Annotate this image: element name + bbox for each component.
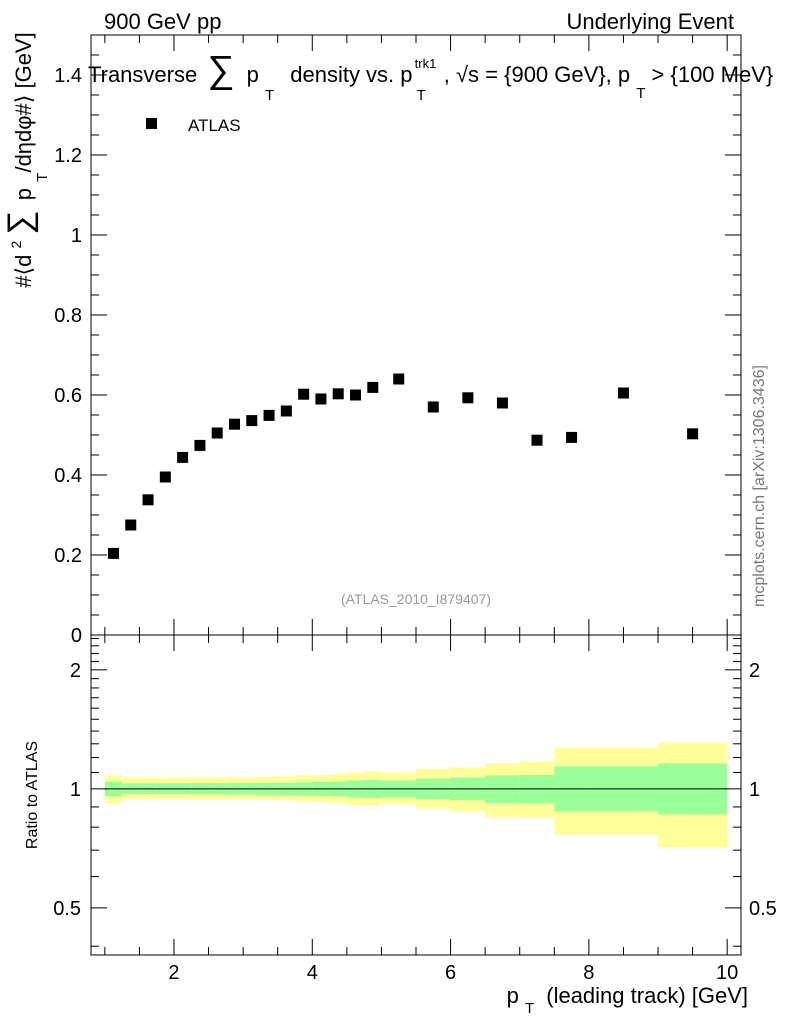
data-point: [332, 388, 344, 400]
data-point: [211, 427, 223, 439]
x-tick-label: 6: [445, 962, 456, 984]
x-tick-label: 2: [168, 962, 179, 984]
x-label-subT: T: [525, 1000, 534, 1017]
title-sup-trk1: trk1: [415, 56, 437, 71]
data-point: [349, 389, 361, 401]
main-y-tick-label: 0: [71, 625, 82, 647]
ratio-y-ticks: 0.5 0.5 1 1 2 2: [53, 638, 777, 947]
y-label-sup2: 2: [8, 241, 24, 249]
ratio-y-tick-label-right: 1: [749, 779, 760, 801]
atlas-points: [107, 373, 699, 559]
data-point: [194, 439, 206, 451]
data-point: [228, 418, 240, 430]
data-point: [427, 401, 439, 413]
main-y-tick-label: 0.2: [54, 545, 82, 567]
x-tick-label: 4: [307, 962, 318, 984]
ratio-y-tick-label: 2: [70, 660, 81, 682]
data-point: [263, 409, 275, 421]
x-tick-label: 10: [716, 962, 738, 984]
main-y-tick-label: 1.2: [54, 145, 82, 167]
title-prefix: Transverse: [88, 62, 197, 87]
data-point: [280, 405, 292, 417]
main-y-tick-label: 1: [71, 225, 82, 247]
data-point: [159, 471, 171, 483]
data-point: [177, 451, 189, 463]
title-p: p: [247, 62, 259, 87]
main-y-ticks: 0 0.2 0.4 0.6 0.8 1 1.2 1.4: [54, 34, 741, 647]
main-y-tick-label: 1.4: [54, 65, 82, 87]
data-point: [125, 519, 137, 531]
main-y-tick-label: 0.6: [54, 385, 82, 407]
side-credit: mcplots.cern.ch [arXiv:1306.3436]: [751, 365, 768, 607]
data-point: [462, 392, 474, 404]
plot-title: Transverse ∑ p T density vs. p trk1 T , …: [88, 48, 773, 105]
title-sub-T-3: T: [636, 85, 645, 102]
title-sum: ∑: [207, 49, 234, 91]
analysis-watermark: (ATLAS_2010_I879407): [341, 591, 491, 607]
main-y-tick-label: 0.8: [54, 305, 82, 327]
ratio-y-tick-label-right: 2: [749, 660, 760, 682]
main-y-label: #⟨d 2 ∑ p T /dηdφ#⟩ [GeV]: [1, 32, 52, 287]
title-sqrt-s: , √s = {900 GeV}, p: [444, 62, 630, 87]
data-point: [687, 428, 699, 440]
x-tick-label: 8: [583, 962, 594, 984]
legend-marker: [146, 118, 157, 129]
data-point: [393, 373, 405, 385]
data-point: [142, 494, 154, 506]
data-point: [315, 393, 327, 405]
data-point: [566, 431, 578, 443]
data-point: [367, 381, 379, 393]
ratio-y-tick-label-right: 0.5: [749, 898, 777, 920]
y-label-subT: T: [34, 173, 51, 182]
legend-label: ATLAS: [188, 116, 241, 135]
main-y-tick-label: 0.4: [54, 465, 82, 487]
data-point: [246, 415, 258, 427]
title-sub-T: T: [265, 87, 274, 104]
x-label-p: p: [507, 983, 519, 1008]
data-point: [531, 434, 543, 446]
y-label-part1: #⟨d: [11, 255, 36, 288]
title-sub-T-2: T: [416, 87, 425, 104]
data-point: [107, 547, 119, 559]
title-middle: density vs. p: [290, 62, 412, 87]
data-point: [298, 388, 310, 400]
ratio-y-tick-label: 1: [70, 779, 81, 801]
header-right: Underlying Event: [566, 9, 734, 34]
data-point: [496, 397, 508, 409]
data-point: [617, 387, 629, 399]
y-label-sum: ∑: [1, 210, 39, 234]
x-ticks: 2 4 6 8 10: [104, 35, 738, 984]
x-label: p T (leading track) [GeV]: [507, 983, 748, 1018]
x-label-rest: (leading track) [GeV]: [546, 983, 748, 1008]
y-label-p: p: [11, 188, 36, 200]
header-left: 900 GeV pp: [104, 9, 221, 34]
y-label-part2: /dηdφ#⟩ [GeV]: [11, 32, 36, 172]
title-tail: > {100 MeV}: [652, 62, 774, 87]
ratio-y-label: Ratio to ATLAS: [24, 741, 41, 849]
ratio-y-tick-label: 0.5: [53, 898, 81, 920]
ratio-bands: [104, 742, 728, 848]
